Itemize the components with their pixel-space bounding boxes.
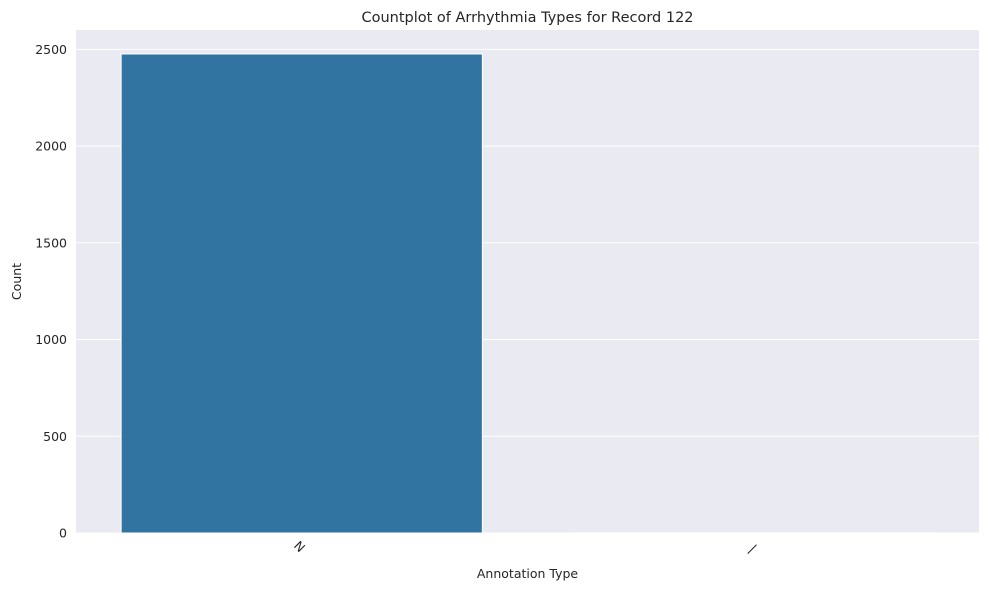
x-tick-label: | [746, 542, 760, 556]
y-axis-label: Count [9, 263, 24, 300]
x-axis-ticks: N| [291, 538, 760, 555]
y-tick-label: 2000 [35, 139, 67, 154]
y-tick-label: 1500 [35, 235, 67, 250]
chart-title: Countplot of Arrhythmia Types for Record… [361, 10, 693, 26]
y-tick-label: 0 [59, 526, 67, 541]
y-tick-label: 500 [43, 429, 67, 444]
x-tick-label: N [291, 538, 308, 555]
bar-1 [121, 54, 482, 533]
y-tick-label: 2500 [35, 42, 67, 57]
x-axis-label: Annotation Type [477, 566, 579, 581]
y-axis-ticks: 0 500 1000 1500 2000 2500 [35, 42, 67, 541]
y-tick-label: 1000 [35, 332, 67, 347]
